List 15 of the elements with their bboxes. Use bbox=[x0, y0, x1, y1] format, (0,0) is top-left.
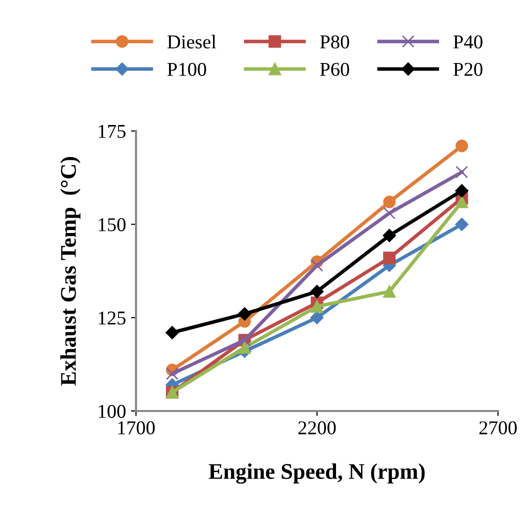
legend-label: P40 bbox=[453, 35, 482, 48]
legend-label: Diesel bbox=[167, 34, 216, 48]
y-tick-label: 150 bbox=[98, 218, 126, 232]
y-tick-label: 125 bbox=[98, 312, 126, 325]
legend-label: P20 bbox=[453, 62, 482, 76]
x-tick-label: 2200 bbox=[298, 421, 336, 434]
legend-label: P80 bbox=[320, 35, 350, 48]
x-tick-label: 2700 bbox=[479, 421, 517, 434]
y-tick-label: 175 bbox=[98, 124, 126, 138]
legend-label: P100 bbox=[167, 62, 206, 76]
y-axis-title: Exhaust Gas Temp (°C) bbox=[60, 157, 80, 386]
x-axis-title: Engine Speed, N (rpm) bbox=[208, 463, 425, 484]
x-tick-label: 1700 bbox=[118, 421, 155, 434]
legend-label: P60 bbox=[320, 62, 350, 76]
y-tick-label: 100 bbox=[98, 404, 126, 418]
